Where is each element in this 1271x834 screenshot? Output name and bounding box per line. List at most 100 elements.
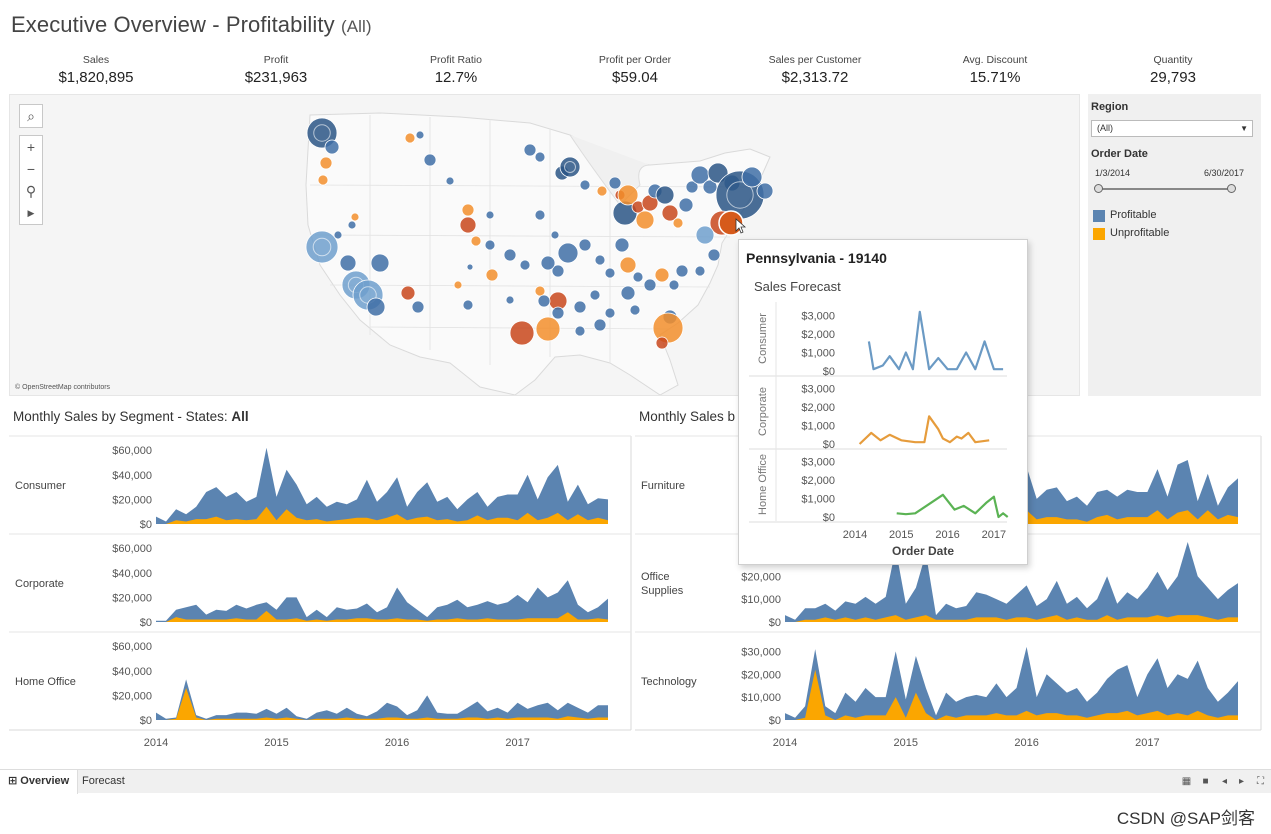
state-bubble[interactable] bbox=[629, 304, 641, 316]
tab-overview[interactable]: ⊞ Overview bbox=[0, 770, 79, 794]
state-bubble[interactable] bbox=[534, 209, 546, 221]
profitable-area[interactable] bbox=[156, 679, 608, 720]
state-bubble[interactable] bbox=[319, 156, 333, 170]
state-bubble[interactable] bbox=[707, 248, 721, 262]
state-bubble[interactable] bbox=[604, 267, 616, 279]
state-bubble[interactable] bbox=[411, 300, 425, 314]
state-bubble[interactable] bbox=[370, 253, 390, 273]
state-bubble[interactable] bbox=[574, 325, 586, 337]
state-bubble[interactable] bbox=[675, 264, 689, 278]
state-bubble[interactable] bbox=[594, 254, 606, 266]
state-bubble[interactable] bbox=[678, 197, 694, 213]
state-bubble[interactable] bbox=[661, 204, 679, 222]
prev-sheet-icon[interactable]: ◂ bbox=[1221, 776, 1228, 787]
state-bubble[interactable] bbox=[741, 166, 763, 188]
state-bubble[interactable] bbox=[339, 254, 357, 272]
profitable-area[interactable] bbox=[156, 580, 608, 622]
legend-swatch-unprofitable[interactable] bbox=[1093, 228, 1105, 240]
unprofitable-area[interactable] bbox=[785, 669, 1238, 720]
region-dropdown[interactable]: (All) ▼ bbox=[1091, 120, 1253, 137]
state-bubble[interactable] bbox=[453, 280, 463, 290]
next-sheet-icon[interactable]: ▸ bbox=[1238, 776, 1245, 787]
state-bubble[interactable] bbox=[484, 239, 496, 251]
unprofitable-area[interactable] bbox=[156, 610, 608, 622]
profitable-area[interactable] bbox=[156, 447, 608, 524]
state-bubble[interactable] bbox=[694, 265, 706, 277]
state-bubble[interactable] bbox=[423, 153, 437, 167]
state-bubble[interactable] bbox=[551, 306, 565, 320]
state-bubble[interactable] bbox=[551, 264, 565, 278]
state-bubble[interactable] bbox=[579, 179, 591, 191]
state-bubble[interactable] bbox=[614, 237, 630, 253]
state-bubble[interactable] bbox=[415, 130, 425, 140]
state-bubble[interactable] bbox=[459, 216, 477, 234]
map-search-button[interactable]: ⌕ bbox=[19, 104, 43, 128]
single-view-icon[interactable]: ■ bbox=[1202, 776, 1209, 787]
unprofitable-area[interactable] bbox=[785, 615, 1238, 622]
play-icon[interactable]: ▶ bbox=[27, 208, 35, 218]
state-bubble[interactable] bbox=[620, 285, 636, 301]
state-bubble[interactable] bbox=[445, 176, 455, 186]
state-bubble[interactable] bbox=[685, 180, 699, 194]
state-bubble[interactable] bbox=[668, 279, 680, 291]
state-bubble[interactable] bbox=[317, 174, 329, 186]
state-bubble[interactable] bbox=[519, 259, 531, 271]
state-bubble[interactable] bbox=[632, 271, 644, 283]
state-bubble[interactable] bbox=[608, 176, 622, 190]
tab-forecast[interactable]: Forecast bbox=[74, 770, 133, 794]
map-canvas[interactable] bbox=[10, 95, 1080, 396]
state-bubble[interactable] bbox=[535, 316, 561, 342]
state-bubble[interactable] bbox=[523, 143, 537, 157]
legend-swatch-profitable[interactable] bbox=[1093, 210, 1105, 222]
profitable-area[interactable] bbox=[785, 542, 1238, 622]
state-bubble[interactable] bbox=[462, 299, 474, 311]
state-bubble[interactable] bbox=[596, 185, 608, 197]
state-bubble[interactable] bbox=[695, 225, 715, 245]
state-bubble[interactable] bbox=[550, 230, 560, 240]
state-bubble[interactable] bbox=[578, 238, 592, 252]
state-bubble[interactable] bbox=[503, 248, 517, 262]
state-bubble[interactable] bbox=[537, 294, 551, 308]
state-bubble[interactable] bbox=[485, 210, 495, 220]
order-date-slider-start-handle[interactable] bbox=[1094, 184, 1103, 193]
state-bubble[interactable] bbox=[557, 242, 579, 264]
state-bubble[interactable] bbox=[534, 151, 546, 163]
state-bubble[interactable] bbox=[589, 289, 601, 301]
state-bubble[interactable] bbox=[404, 132, 416, 144]
state-bubble[interactable] bbox=[617, 184, 639, 206]
state-bubble[interactable] bbox=[643, 278, 657, 292]
state-bubble[interactable] bbox=[347, 220, 357, 230]
state-bubble[interactable] bbox=[573, 300, 587, 314]
state-bubble[interactable] bbox=[509, 320, 535, 346]
grid-view-icon[interactable]: ▦ bbox=[1181, 776, 1192, 787]
pin-icon[interactable]: ⚲ bbox=[25, 183, 37, 199]
state-bubble[interactable] bbox=[593, 318, 607, 332]
state-bubble[interactable] bbox=[466, 263, 474, 271]
state-bubble[interactable] bbox=[619, 256, 637, 274]
state-bubble[interactable] bbox=[333, 230, 343, 240]
zoom-out-icon[interactable]: − bbox=[26, 161, 36, 177]
zoom-in-icon[interactable]: + bbox=[26, 139, 36, 155]
state-bubble[interactable] bbox=[534, 285, 546, 297]
state-bubble[interactable] bbox=[540, 255, 556, 271]
state-bubble[interactable] bbox=[655, 336, 669, 350]
state-bubble[interactable] bbox=[350, 212, 360, 222]
state-bubble[interactable] bbox=[324, 139, 340, 155]
order-date-slider-track[interactable] bbox=[1097, 188, 1231, 190]
present-mode-icon[interactable]: ⛶ bbox=[1257, 776, 1264, 787]
state-bubble[interactable] bbox=[400, 285, 416, 301]
profitable-area[interactable] bbox=[785, 646, 1238, 720]
state-bubble[interactable] bbox=[305, 230, 339, 264]
unprofitable-area[interactable] bbox=[156, 506, 608, 524]
search-icon[interactable]: ⌕ bbox=[27, 108, 35, 124]
state-bubble[interactable] bbox=[485, 268, 499, 282]
state-bubble[interactable] bbox=[604, 307, 616, 319]
state-bubble[interactable] bbox=[559, 156, 581, 178]
state-bubble[interactable] bbox=[461, 203, 475, 217]
state-bubble[interactable] bbox=[655, 185, 675, 205]
state-bubble[interactable] bbox=[672, 217, 684, 229]
legend-label-unprofitable[interactable]: Unprofitable bbox=[1110, 227, 1170, 239]
state-bubble[interactable] bbox=[366, 297, 386, 317]
legend-label-profitable[interactable]: Profitable bbox=[1110, 209, 1157, 221]
state-bubble[interactable] bbox=[470, 235, 482, 247]
